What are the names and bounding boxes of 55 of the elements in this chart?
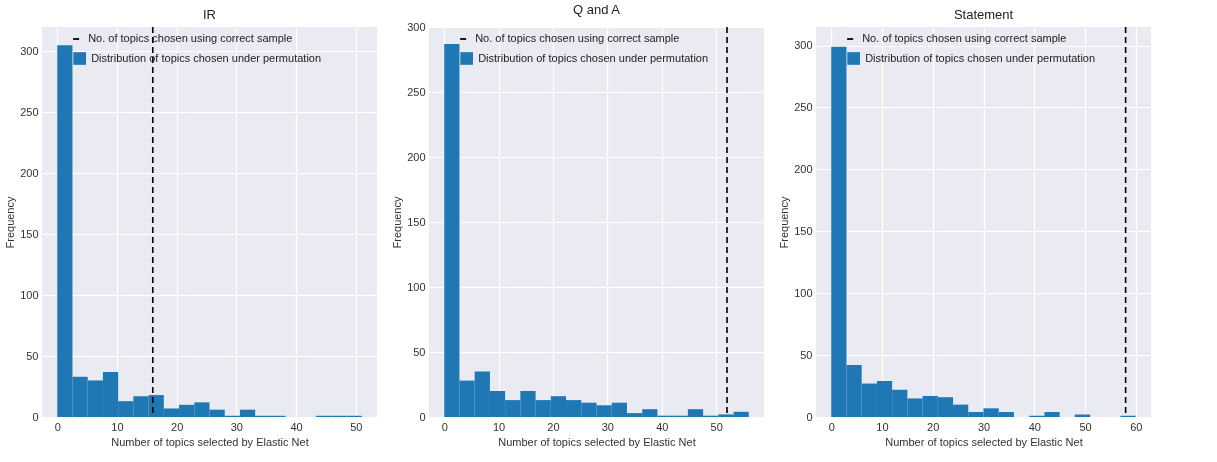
x-tick-label: 40 xyxy=(290,420,303,433)
y-axis-title: Frequency xyxy=(778,196,791,249)
x-axis-title: Number of topics selected by Elastic Net xyxy=(111,435,309,448)
y-tick-label: 100 xyxy=(794,286,813,299)
y-tick-label: 150 xyxy=(407,215,426,228)
x-tick-label: 30 xyxy=(601,420,614,433)
x-tick-label: 10 xyxy=(111,420,124,433)
x-tick-label: 0 xyxy=(441,420,448,433)
y-tick-label: 150 xyxy=(794,224,813,237)
y-tick-label: 50 xyxy=(800,348,813,361)
y-tick-label: 50 xyxy=(26,349,39,362)
x-tick-label: 30 xyxy=(230,420,243,433)
x-tick-label: 50 xyxy=(710,420,723,433)
y-tick-label: 0 xyxy=(419,410,426,423)
y-tick-label: 300 xyxy=(794,39,813,52)
x-tick-label: 0 xyxy=(54,420,61,433)
ref-line-label: No. of topics chosen using correct sample xyxy=(862,32,1067,44)
x-tick-label: 50 xyxy=(350,420,363,433)
y-tick-label: 100 xyxy=(407,280,426,293)
y-tick-label: 300 xyxy=(407,20,426,33)
y-tick-label: 200 xyxy=(20,166,39,179)
chart-title: Q and A xyxy=(573,2,621,17)
y-tick-label: 300 xyxy=(20,44,39,57)
x-axis-title: Number of topics selected by Elastic Net xyxy=(498,435,696,448)
x-tick-label: 60 xyxy=(1130,420,1143,433)
y-tick-label: 250 xyxy=(407,85,426,98)
x-tick-label: 10 xyxy=(492,420,506,433)
y-tick-label: 0 xyxy=(806,410,813,423)
x-tick-label: 20 xyxy=(171,420,184,433)
y-tick-label: 0 xyxy=(32,410,39,423)
legend-label: Distribution of topics chosen under permutation xyxy=(91,51,322,64)
y-axis-title: Frequency xyxy=(4,196,17,249)
legend-label: Distribution of topics chosen under permutation xyxy=(478,51,709,64)
x-tick-label: 40 xyxy=(656,420,669,433)
y-tick-label: 50 xyxy=(413,345,426,358)
x-tick-label: 20 xyxy=(927,420,940,433)
x-axis-title: Number of topics selected by Elastic Net xyxy=(885,435,1083,448)
x-tick-label: 50 xyxy=(1079,420,1092,433)
x-tick-label: 40 xyxy=(1028,420,1041,433)
x-tick-label: 20 xyxy=(547,420,560,433)
x-tick-label: 0 xyxy=(828,420,835,433)
ref-line-label: No. of topics chosen using correct sample xyxy=(475,32,680,44)
y-tick-label: 250 xyxy=(794,100,813,113)
x-tick-label: 30 xyxy=(977,420,991,433)
y-axis-title: Frequency xyxy=(391,196,404,249)
y-tick-label: 250 xyxy=(20,105,39,118)
chart-title: Statement xyxy=(953,7,1014,23)
y-tick-label: 200 xyxy=(407,150,426,163)
chart-title: IR xyxy=(203,7,216,23)
legend-label: Distribution of topics chosen under permutation xyxy=(865,51,1096,64)
ref-line-label: No. of topics chosen using correct sample xyxy=(88,32,293,44)
x-tick-label: 10 xyxy=(876,420,889,433)
y-tick-label: 150 xyxy=(20,227,39,240)
y-tick-label: 100 xyxy=(20,288,39,301)
y-tick-label: 200 xyxy=(794,162,813,175)
